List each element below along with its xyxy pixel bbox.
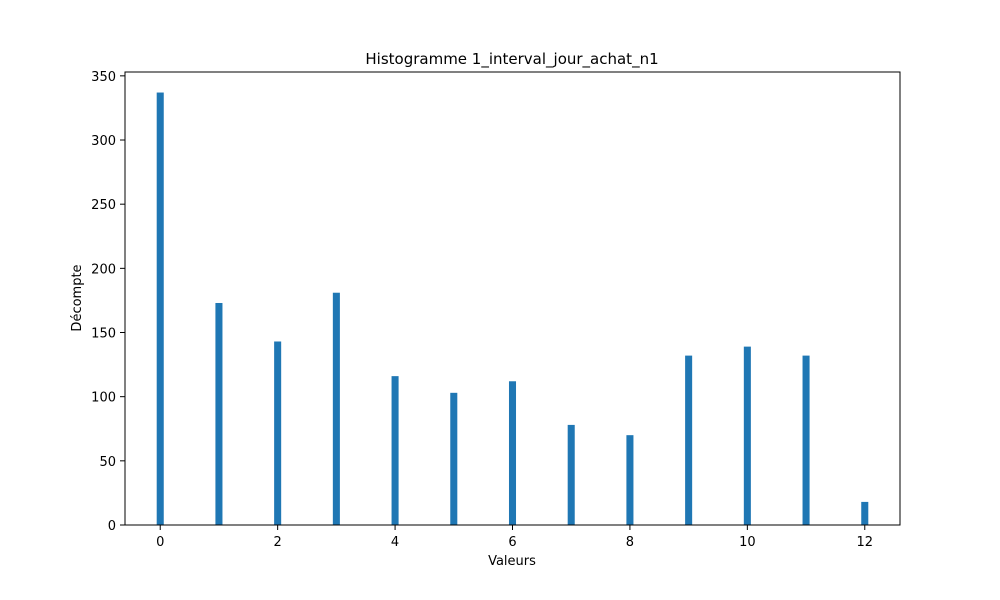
x-tick-label: 8 bbox=[626, 535, 634, 550]
bar-4 bbox=[391, 376, 399, 525]
y-tick-label: 350 bbox=[91, 70, 116, 85]
bar-3 bbox=[332, 292, 340, 525]
x-tick-label: 10 bbox=[739, 535, 756, 550]
bar-1 bbox=[215, 302, 223, 525]
x-tick-label: 12 bbox=[856, 535, 873, 550]
bar-8 bbox=[626, 435, 634, 525]
y-tick-label: 0 bbox=[108, 519, 116, 534]
plot-frame bbox=[124, 71, 901, 526]
x-tick-label: 4 bbox=[391, 535, 399, 550]
y-tick-label: 250 bbox=[91, 198, 116, 213]
x-axis-ticks: 0 2 4 6 8 10 12 bbox=[156, 525, 873, 550]
y-tick-label: 100 bbox=[91, 391, 116, 406]
y-tick-label: 50 bbox=[99, 455, 116, 470]
y-axis-ticks: 0 50 100 150 200 250 300 350 bbox=[91, 70, 125, 534]
bar-10 bbox=[743, 346, 751, 525]
x-tick-label: 6 bbox=[508, 535, 516, 550]
y-axis-label: Décompte bbox=[70, 264, 85, 331]
y-tick-label: 300 bbox=[91, 134, 116, 149]
bars-group bbox=[156, 92, 869, 525]
x-tick-label: 0 bbox=[156, 535, 164, 550]
bar-12 bbox=[861, 501, 869, 525]
bar-7 bbox=[567, 424, 575, 525]
x-axis-label: Valeurs bbox=[488, 554, 536, 569]
y-tick-label: 200 bbox=[91, 262, 116, 277]
y-tick-label: 150 bbox=[91, 327, 116, 342]
bar-6 bbox=[508, 381, 517, 525]
bar-11 bbox=[802, 355, 810, 525]
x-tick-label: 2 bbox=[274, 535, 282, 550]
chart-title: Histogramme 1_interval_jour_achat_n1 bbox=[365, 50, 658, 69]
bar-2 bbox=[274, 341, 282, 525]
bar-5 bbox=[450, 392, 458, 525]
bar-0 bbox=[156, 92, 164, 525]
bar-9 bbox=[685, 355, 693, 525]
